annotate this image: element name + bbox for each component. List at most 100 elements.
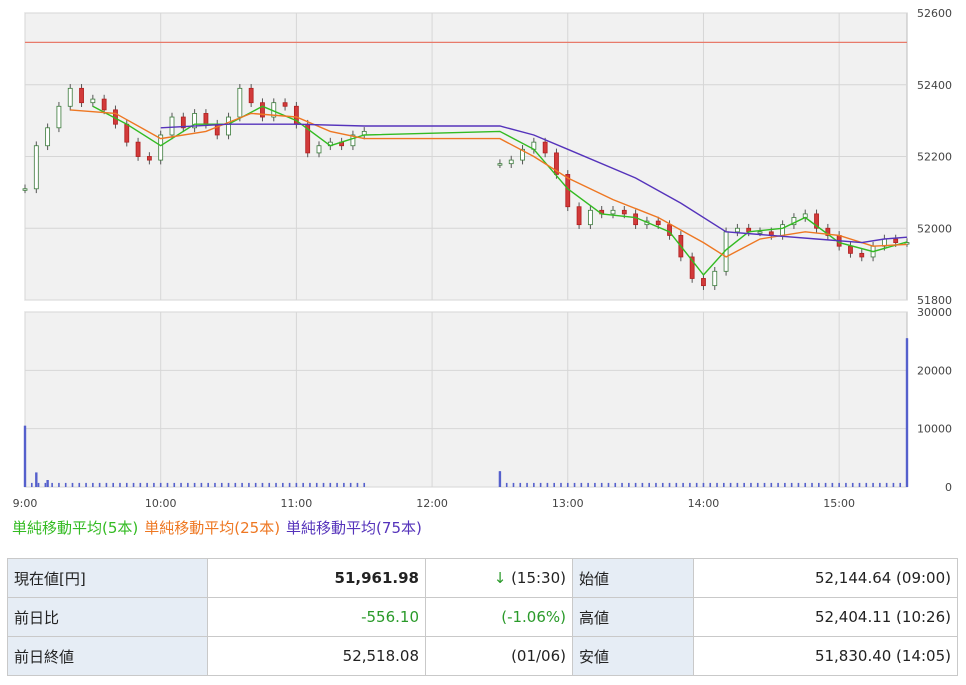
high-label: 高値 xyxy=(572,597,694,637)
volume-bar xyxy=(777,482,779,487)
volume-bar xyxy=(173,482,176,487)
low-value: 51,830.40 (14:05) xyxy=(693,636,958,676)
volume-bar xyxy=(64,482,67,487)
y-tick-label: 20000 xyxy=(917,364,952,377)
volume-bar xyxy=(35,472,38,487)
volume-bar xyxy=(105,482,108,487)
volume-bar xyxy=(112,482,114,487)
price-point xyxy=(542,141,548,154)
price-point xyxy=(226,116,231,136)
volume-bar xyxy=(682,482,684,487)
low-label: 安値 xyxy=(572,636,694,676)
volume-bar xyxy=(709,482,712,487)
price-point xyxy=(56,105,62,129)
price-point xyxy=(260,102,265,118)
volume-bar xyxy=(614,482,617,487)
volume-bar xyxy=(248,482,250,487)
price-chart-panel: 51800 52000 52200 52400 52600 xyxy=(22,7,952,307)
volume-bar xyxy=(92,482,94,487)
volume-bar xyxy=(600,482,603,487)
volume-bar xyxy=(519,482,522,487)
volume-bar xyxy=(634,482,637,487)
volume-bar xyxy=(621,482,623,487)
volume-bar xyxy=(628,482,630,487)
table-row: 前日比 -556.10 (-1.06%) 高値 52,404.11 (10:26… xyxy=(7,597,958,637)
y-tick-label: 52600 xyxy=(917,7,952,20)
price-point xyxy=(757,231,763,234)
volume-bar xyxy=(309,482,311,487)
volume-bar xyxy=(879,482,881,487)
volume-bar xyxy=(268,482,271,487)
price-point xyxy=(780,224,786,236)
volume-bar xyxy=(193,482,196,487)
volume-bar xyxy=(315,482,318,487)
volume-bar xyxy=(261,482,264,487)
current-price-time: (15:30) xyxy=(511,569,566,587)
volume-bar xyxy=(797,482,800,487)
price-point xyxy=(893,238,899,243)
volume-bar xyxy=(119,482,121,487)
volume-bar xyxy=(37,482,40,487)
volume-bar xyxy=(689,482,691,487)
volume-bar xyxy=(498,471,502,487)
volume-bar xyxy=(132,482,135,487)
price-point xyxy=(192,113,198,129)
volume-bar xyxy=(85,482,87,487)
price-point xyxy=(316,145,322,154)
volume-bar xyxy=(695,482,698,487)
current-price-time-cell: ↓ (15:30) xyxy=(425,558,573,598)
legend-ma75: 単純移動平均(75本) xyxy=(286,519,422,537)
volume-bar xyxy=(159,482,162,487)
volume-bar xyxy=(329,482,332,487)
x-tick-label: 15:00 xyxy=(823,497,855,510)
volume-bar xyxy=(539,482,542,487)
price-point xyxy=(497,163,503,166)
price-point xyxy=(508,159,514,165)
volume-bar xyxy=(295,482,298,487)
price-point xyxy=(22,188,28,191)
volume-bar xyxy=(729,482,732,487)
x-tick-label: 12:00 xyxy=(416,497,448,510)
volume-bar xyxy=(648,482,650,487)
volume-bar xyxy=(58,482,60,487)
volume-bar xyxy=(214,482,216,487)
volume-bar xyxy=(702,482,705,487)
volume-bar xyxy=(220,482,223,487)
volume-bar xyxy=(845,482,847,487)
volume-bar xyxy=(30,482,33,487)
volume-bar xyxy=(51,482,53,487)
volume-bar xyxy=(675,482,678,487)
volume-bar xyxy=(892,482,895,487)
volume-bar xyxy=(811,482,813,487)
volume-bar xyxy=(818,482,820,487)
volume-bar xyxy=(153,482,155,487)
volume-bar xyxy=(655,482,657,487)
volume-bar xyxy=(302,482,304,487)
volume-bar xyxy=(546,482,549,487)
price-point xyxy=(169,116,175,136)
down-arrow-icon: ↓ xyxy=(493,569,507,587)
volume-bar xyxy=(560,482,562,487)
price-point xyxy=(554,152,559,175)
volume-bar xyxy=(343,482,345,487)
time-axis: 9:00 10:00 11:00 12:00 13:00 14:00 15:00 xyxy=(13,497,855,510)
volume-bar xyxy=(607,482,610,487)
high-value: 52,404.11 (10:26) xyxy=(693,597,958,637)
volume-bar xyxy=(885,482,888,487)
price-point xyxy=(825,227,831,236)
volume-bar xyxy=(831,482,834,487)
y-tick-label: 0 xyxy=(945,481,952,494)
volume-bar xyxy=(187,482,189,487)
price-point xyxy=(576,206,582,226)
volume-bar xyxy=(533,482,535,487)
volume-bar xyxy=(566,482,569,487)
volume-bar xyxy=(865,482,868,487)
price-point xyxy=(667,224,672,236)
volume-bar xyxy=(125,482,128,487)
prev-close-value: 52,518.08 xyxy=(207,636,426,676)
volume-bar xyxy=(594,482,596,487)
legend-ma25: 単純移動平均(25本) xyxy=(144,519,281,537)
open-label: 始値 xyxy=(572,558,694,598)
volume-bar xyxy=(275,482,277,487)
volume-bar xyxy=(784,482,786,487)
